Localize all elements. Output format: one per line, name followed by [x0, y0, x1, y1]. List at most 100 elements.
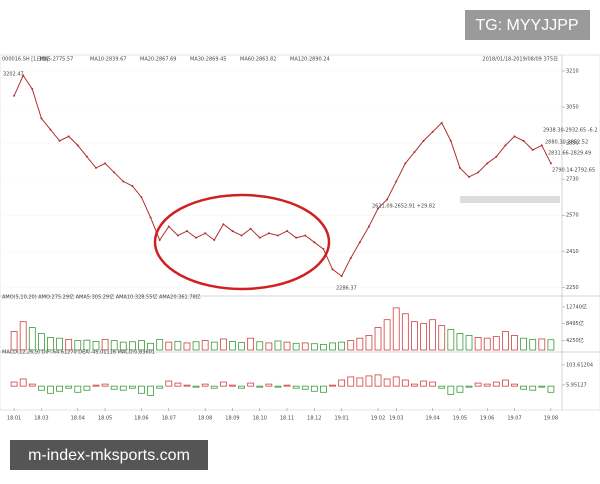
bar — [238, 385, 245, 389]
price-point — [104, 162, 107, 165]
price-point — [313, 241, 316, 244]
price-point — [22, 74, 25, 77]
annotation: 2880.30-2852.52 — [545, 140, 588, 146]
bar — [492, 336, 500, 351]
price-point — [113, 171, 116, 174]
price-point — [131, 184, 134, 187]
price-point — [522, 139, 525, 142]
bar — [147, 385, 154, 396]
bar — [238, 342, 245, 351]
bar — [438, 385, 446, 389]
watermark-box — [10, 440, 208, 470]
bar — [101, 338, 109, 351]
bar — [338, 341, 346, 351]
bar — [156, 385, 164, 389]
price-point — [204, 232, 207, 235]
bar — [429, 381, 437, 387]
price-point — [140, 196, 143, 199]
price-point — [413, 151, 416, 154]
y-tick-label: 2250 — [566, 285, 579, 291]
price-point — [349, 257, 352, 260]
y-tick-label: 2890 — [566, 141, 579, 147]
y-tick-label: 12740亿 — [566, 303, 587, 310]
price-point — [477, 171, 480, 174]
bar — [374, 374, 382, 387]
bar — [502, 379, 509, 387]
price-point — [358, 241, 361, 244]
bar — [147, 342, 154, 351]
bar — [201, 383, 209, 387]
price-point — [468, 175, 471, 178]
bar — [165, 341, 173, 351]
price-point — [267, 232, 270, 235]
price-point — [31, 88, 34, 91]
price-point — [276, 234, 279, 237]
panel-title: AMO(5,10,20) AMO:275.29亿 AMA5:305.29亿 AM… — [2, 294, 201, 301]
price-point — [149, 216, 152, 219]
annotation: 2286.37 — [336, 286, 357, 292]
bar — [420, 323, 427, 351]
x-tick-label: 18.01 — [7, 416, 21, 422]
price-point — [213, 239, 216, 242]
price-point — [249, 227, 252, 230]
x-tick-label: 18.08 — [198, 416, 212, 422]
y-tick-label: 4250亿 — [566, 337, 584, 344]
bar — [156, 338, 164, 351]
bar — [520, 385, 528, 390]
bar — [28, 327, 36, 351]
y-tick-label: 5.95127 — [566, 382, 587, 388]
y-tick-label: 3050 — [566, 105, 579, 111]
bar — [110, 385, 118, 390]
bar — [465, 385, 473, 388]
bar — [292, 385, 300, 389]
x-tick-label: 19.06 — [480, 416, 494, 422]
price-point — [322, 248, 325, 251]
price-point — [495, 155, 498, 158]
bar — [83, 339, 91, 351]
bar — [274, 385, 282, 388]
bar — [401, 379, 409, 387]
price-point — [431, 130, 434, 133]
x-tick-label: 19.02 — [371, 416, 385, 422]
bar — [411, 383, 418, 387]
price-point — [240, 234, 243, 237]
price-point — [486, 162, 489, 165]
bar — [338, 379, 346, 387]
bar — [456, 333, 464, 351]
bar — [411, 321, 418, 351]
price-point — [531, 148, 534, 151]
bar — [256, 341, 264, 351]
bar — [56, 385, 63, 392]
bar — [401, 313, 409, 351]
bar — [101, 383, 109, 387]
bar — [256, 385, 264, 388]
bar — [10, 331, 18, 351]
watermark: TG: MYYJJPP — [475, 17, 578, 34]
bar — [392, 307, 400, 351]
legend-item: MA10:2839.67 — [90, 57, 126, 63]
price-point — [195, 236, 198, 239]
annotation: 2790.14-2792.65 — [552, 168, 595, 174]
bar — [119, 341, 127, 351]
bar — [174, 382, 182, 387]
bar — [83, 385, 91, 391]
price-point — [549, 162, 552, 165]
price-point — [13, 94, 16, 97]
y-tick-label: 3210 — [566, 69, 579, 75]
bar — [192, 385, 200, 388]
price-point — [422, 139, 425, 142]
price-point — [395, 180, 398, 183]
bar — [138, 385, 145, 394]
x-tick-label: 18.03 — [34, 416, 48, 422]
panel-title: MACD(12,26,9) DIF:-64.61270 DEA:-45.0111… — [2, 350, 155, 356]
bar — [356, 377, 364, 387]
bar — [547, 339, 555, 351]
bar — [28, 383, 36, 387]
bar — [192, 341, 200, 351]
bar — [365, 375, 373, 387]
price-point — [176, 234, 179, 237]
legend-item: MA30:2869.45 — [190, 57, 226, 63]
bar — [274, 340, 282, 351]
